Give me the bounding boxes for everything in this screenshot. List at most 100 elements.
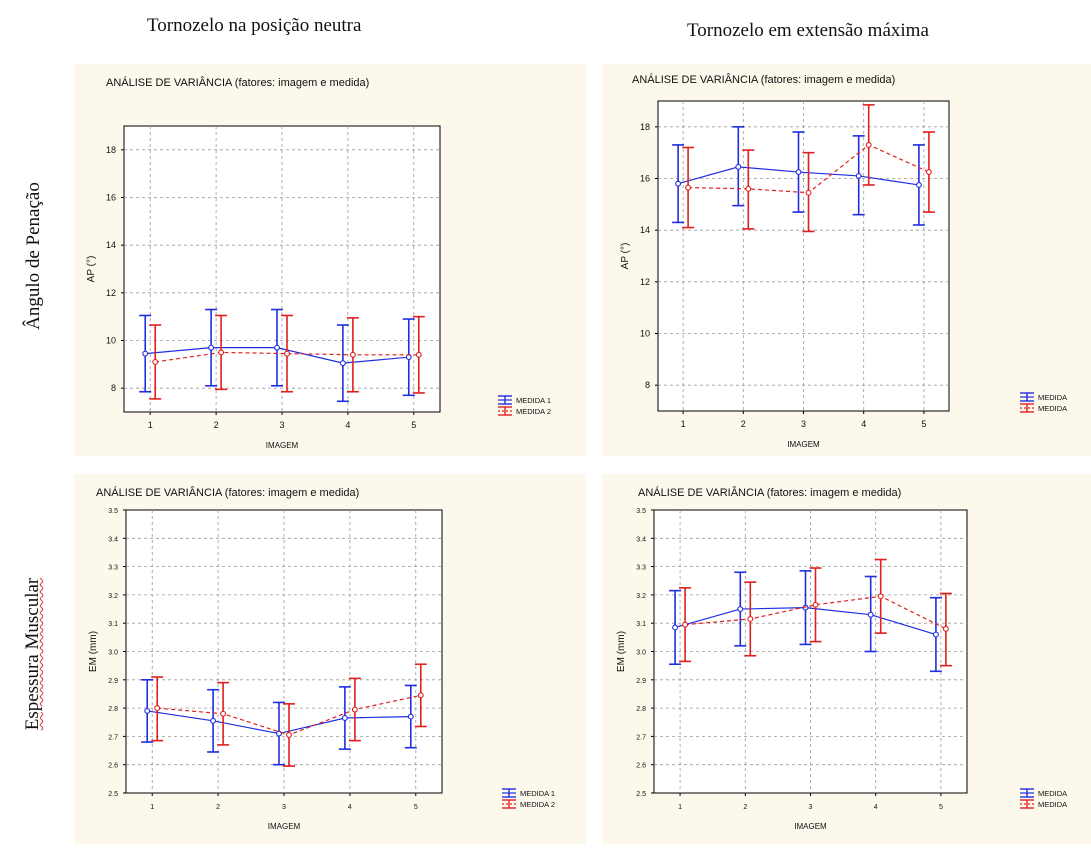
y-tick-label: 2.8 (108, 706, 118, 713)
y-tick-label: 3.0 (636, 650, 646, 657)
y-tick-label: 2.5 (636, 791, 646, 798)
data-point (284, 350, 290, 357)
y-tick-label: 12 (640, 277, 650, 287)
legend-label: MEDIDA (1038, 800, 1067, 809)
y-tick-label: 8 (645, 380, 650, 390)
y-tick-label: 2.6 (636, 763, 646, 770)
legend-entry-medida-2: MEDIDA 2 (498, 406, 551, 416)
y-tick-label: 3.3 (636, 565, 646, 572)
data-point (855, 172, 862, 179)
x-tick-label: 2 (743, 804, 747, 811)
y-tick-label: 3.2 (108, 593, 118, 600)
x-tick-label: 3 (279, 420, 284, 430)
x-tick-label: 5 (414, 804, 418, 811)
data-point (735, 163, 742, 170)
legend-entry-medida-2: MEDIDA 2 (502, 799, 555, 809)
x-tick-label: 1 (681, 419, 686, 429)
x-tick-label: 2 (214, 420, 219, 430)
y-tick-label: 18 (640, 122, 650, 132)
x-tick-label: 3 (282, 804, 286, 811)
plot-area (123, 125, 441, 413)
y-axis-label: EM (mm) (616, 631, 627, 672)
legend-label: MEDIDA 1 (520, 789, 555, 798)
data-point (407, 713, 414, 720)
data-point (745, 185, 752, 192)
data-point (142, 350, 149, 357)
chart-title: ANÁLISE DE VARIÂNCIA (fatores: imagem e … (632, 73, 895, 86)
x-tick-label: 5 (939, 804, 943, 811)
y-tick-label: 12 (106, 288, 116, 298)
data-point (812, 601, 819, 608)
data-point (682, 621, 689, 628)
y-tick-label: 16 (106, 193, 116, 203)
data-point (351, 706, 358, 713)
y-tick-label: 3.1 (636, 621, 646, 628)
legend-entry-medida-1: MEDIDA 1 (498, 395, 551, 405)
x-tick-label: 3 (809, 804, 813, 811)
chart-title: ANÁLISE DE VARIÂNCIA (fatores: imagem e … (106, 76, 369, 89)
y-tick-label: 3.3 (108, 565, 118, 572)
y-tick-label: 3.2 (636, 593, 646, 600)
data-point (210, 717, 217, 724)
y-tick-label: 2.8 (636, 706, 646, 713)
legend-label: MEDIDA 2 (520, 800, 555, 809)
chart-title: ANÁLISE DE VARIÂNCIA (fatores: imagem e … (638, 486, 901, 499)
y-tick-label: 3.4 (636, 536, 646, 543)
legend-entry-medida-1: MEDIDA 1 (502, 788, 555, 798)
row-label-muscle-thickness: Espessura Muscular (22, 577, 43, 731)
x-axis-label: IMAGEM (794, 822, 827, 831)
x-tick-label: 2 (741, 419, 746, 429)
chart-ap-neutral: ANÁLISE DE VARIÂNCIA (fatores: imagem e … (86, 76, 551, 450)
data-point (805, 189, 812, 196)
data-point (349, 351, 356, 358)
y-tick-label: 3.5 (108, 508, 118, 515)
x-tick-label: 3 (801, 419, 806, 429)
y-axis-label: EM (mm) (88, 631, 99, 672)
x-tick-label: 4 (874, 804, 878, 811)
y-tick-label: 18 (106, 145, 116, 155)
data-point (274, 344, 280, 351)
data-point (152, 359, 159, 365)
x-tick-label: 4 (345, 420, 350, 430)
legend-entry-medida-2: MEDIDA (1020, 403, 1067, 413)
y-tick-label: 2.7 (108, 734, 118, 741)
legend-label: MEDIDA (1038, 393, 1067, 402)
chart-title: ANÁLISE DE VARIÂNCIA (fatores: imagem e … (96, 486, 359, 499)
data-point (415, 351, 422, 358)
x-tick-label: 1 (150, 804, 154, 811)
legend-entry-medida-1: MEDIDA (1020, 788, 1067, 798)
y-tick-label: 2.6 (108, 763, 118, 770)
x-axis-label: IMAGEM (266, 441, 299, 450)
column-title-neutral: Tornozelo na posição neutra (147, 15, 362, 36)
data-point (286, 732, 292, 738)
x-tick-label: 1 (148, 420, 153, 430)
chart-em-max-extension: ANÁLISE DE VARIÂNCIA (fatores: imagem e … (616, 486, 1067, 831)
x-axis-label: IMAGEM (787, 440, 820, 449)
y-axis-label: AP (°) (86, 256, 97, 283)
chart-em-neutral: ANÁLISE DE VARIÂNCIA (fatores: imagem e … (88, 486, 555, 831)
data-point (877, 593, 884, 600)
y-tick-label: 16 (640, 174, 650, 184)
y-tick-label: 2.9 (636, 678, 646, 685)
y-axis-label: AP (°) (620, 243, 631, 270)
legend-label: MEDIDA 1 (516, 396, 551, 405)
x-tick-label: 1 (678, 804, 682, 811)
y-tick-label: 2.7 (636, 734, 646, 741)
row-label-pennation-angle: Ângulo de Penação (23, 182, 44, 330)
series-line-medida-2 (685, 595, 947, 630)
data-point (942, 625, 949, 632)
y-tick-label: 3.5 (636, 508, 646, 515)
data-point (218, 349, 225, 356)
x-tick-label: 5 (411, 420, 416, 430)
x-axis-label: IMAGEM (268, 822, 301, 831)
data-point (925, 169, 932, 175)
y-tick-label: 10 (106, 336, 116, 346)
data-point (915, 182, 922, 188)
data-point (685, 184, 692, 191)
x-tick-label: 4 (861, 419, 866, 429)
data-point (144, 707, 151, 714)
y-tick-label: 14 (106, 240, 116, 250)
legend-entry-medida-1: MEDIDA (1020, 392, 1067, 402)
data-point (154, 705, 161, 712)
y-tick-label: 2.5 (108, 791, 118, 798)
